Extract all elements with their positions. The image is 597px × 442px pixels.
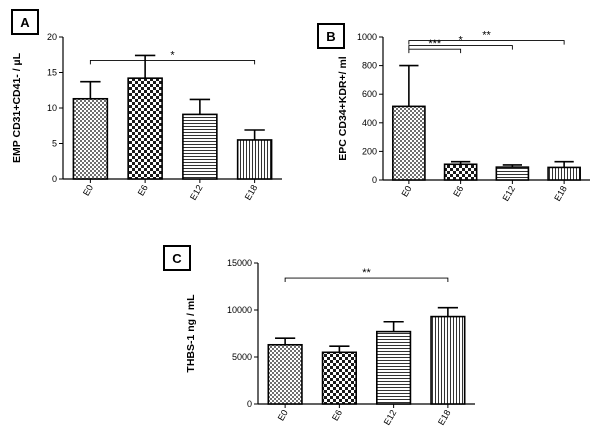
- y-axis-label: EPC CD34+KDR+/ ml: [337, 56, 349, 161]
- panel-label: B: [326, 29, 335, 44]
- x-tick-label-e6: E6: [136, 183, 150, 198]
- x-tick-label-e6: E6: [451, 184, 465, 199]
- significance-bracket: [89, 59, 256, 65]
- bar-e12: [182, 113, 218, 180]
- y-axis-label: EMP CD31+CD41- / µL: [11, 52, 23, 163]
- bar-e6: [127, 77, 163, 180]
- y-tick-label: 200: [362, 146, 377, 156]
- y-axis-label: THBS-1 ng / mL: [185, 294, 197, 373]
- significance-bracket: [284, 277, 449, 283]
- y-tick-label: 600: [362, 89, 377, 99]
- significance-bracket: [408, 40, 565, 45]
- bar-e0: [392, 105, 426, 181]
- y-tick-label: 10000: [227, 305, 252, 315]
- panel-label: C: [172, 251, 182, 266]
- significance-label: ***: [428, 38, 442, 50]
- chart-panel-a: A 0 5 10 15 20 EMP CD31+CD41- / µL E0 E6 E12 E18 *: [11, 9, 282, 202]
- y-tick-label: 5000: [232, 352, 252, 362]
- significance-bracket: [408, 45, 513, 50]
- bar-e6: [321, 351, 357, 405]
- x-tick-label-e12: E12: [188, 183, 205, 202]
- x-tick-label-e18: E18: [552, 184, 569, 203]
- y-tick-label: 1000: [357, 32, 377, 42]
- bar-e0: [72, 97, 109, 180]
- panel-label: A: [20, 15, 30, 30]
- y-tick-label: 10: [47, 103, 57, 113]
- y-tick-label: 400: [362, 118, 377, 128]
- bar-e18: [236, 139, 273, 180]
- y-tick-label: 20: [47, 32, 57, 42]
- chart-panel-c: C 0 5000 10000 15000 THBS-1 ng / mL E0 E6 E12 E18…: [163, 245, 475, 427]
- x-tick-label-e12: E12: [382, 408, 399, 427]
- y-tick-label: 15000: [227, 258, 252, 268]
- significance-label: **: [362, 267, 371, 279]
- panel-label-box: [11, 9, 39, 35]
- chart-panel-b: B 0 200 400 600 800 1000 EPC CD34+KDR+/ ml E0 E6 E…: [317, 23, 590, 203]
- bar-e6: [443, 163, 478, 181]
- x-tick-label-e18: E18: [436, 408, 453, 427]
- y-tick-label: 0: [52, 174, 57, 184]
- bar-e12: [376, 330, 412, 405]
- bar-e18: [430, 315, 466, 405]
- x-tick-label-e0: E0: [81, 183, 95, 198]
- significance-label: **: [482, 30, 491, 42]
- significance-label: *: [170, 49, 175, 61]
- x-tick-label-e0: E0: [399, 184, 413, 199]
- x-tick-label-e6: E6: [330, 408, 344, 423]
- x-tick-label-e0: E0: [276, 408, 290, 423]
- panel-label-box: [317, 23, 345, 49]
- y-tick-label: 0: [247, 399, 252, 409]
- bar-e0: [267, 343, 303, 405]
- bar-e12: [495, 166, 530, 181]
- y-tick-label: 800: [362, 61, 377, 71]
- y-tick-label: 0: [372, 175, 377, 185]
- significance-bracket: [408, 48, 462, 54]
- y-tick-label: 15: [47, 68, 57, 78]
- bar-e18: [547, 166, 581, 181]
- x-tick-label-e18: E18: [243, 183, 260, 202]
- panel-label-box: [163, 245, 191, 271]
- significance-label: *: [458, 35, 463, 47]
- y-tick-label: 5: [52, 139, 57, 149]
- x-tick-label-e12: E12: [500, 184, 517, 203]
